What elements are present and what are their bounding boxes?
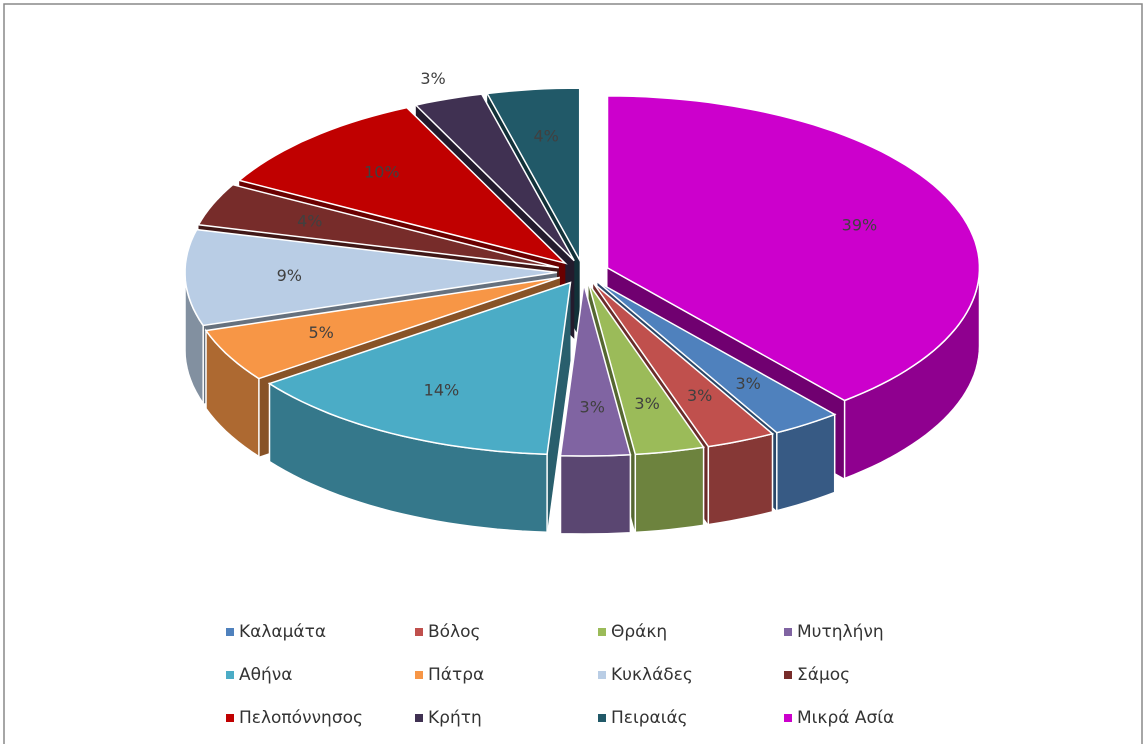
slice [267,281,572,455]
legend-label: Πειραιάς [611,708,688,728]
data-label: 14% [424,381,460,400]
legend-swatch [415,671,423,679]
data-label: 5% [308,323,333,342]
legend-label: Κυκλάδες [611,665,693,685]
data-label: 39% [842,215,878,234]
data-label: 3% [687,386,712,405]
slice-wall [634,446,705,534]
legend: Καλαμάτα Βόλος Θράκη Μυτηλήνη Αθήνα Πάτρα Κυκλ… [226,622,894,728]
legend-label: Βόλος [428,622,481,642]
slice [597,281,837,434]
legend-swatch [415,628,423,636]
slice [414,93,575,262]
slice [184,228,558,327]
legend-swatch [226,671,234,679]
data-label: 4% [297,211,322,230]
slice-wall [707,432,774,526]
slice [587,283,705,456]
data-label: 3% [735,374,760,393]
legend-swatch [598,628,606,636]
legend-label: Θράκη [611,622,667,642]
legend-swatch [415,714,423,722]
legend-label: Πελοπόννησος [239,708,363,728]
data-label: 3% [634,394,659,413]
legend-swatch [784,671,792,679]
legend-label: Μικρά Ασία [797,708,894,728]
legend-swatch [226,628,234,636]
data-label: 9% [277,266,302,285]
slice [204,276,561,380]
data-label: 4% [533,127,558,146]
data-label: 3% [580,397,605,416]
legend-swatch [226,714,234,722]
slice [606,95,981,402]
data-labels: 3% 3% 3% 3% 14% 5% 9% 4% 10% 3% 4% 39% [277,69,878,416]
slice [197,183,559,269]
pie-tops [184,87,981,457]
legend-label: Μυτηλήνη [797,622,884,642]
slice [237,106,568,265]
legend-swatch [598,671,606,679]
slice [485,87,581,263]
slice [592,282,775,448]
slice [559,283,632,457]
slice-wall [559,453,632,535]
legend-swatch [784,714,792,722]
legend-label: Πάτρα [428,665,484,685]
legend-label: Αθήνα [239,665,293,685]
legend-swatch [598,714,606,722]
legend-label: Σάμος [797,665,850,685]
legend-label: Κρήτη [428,708,482,728]
legend-swatch [784,628,792,636]
data-label: 3% [420,69,445,88]
data-label: 10% [364,162,400,181]
legend-label: Καλαμάτα [239,622,326,642]
